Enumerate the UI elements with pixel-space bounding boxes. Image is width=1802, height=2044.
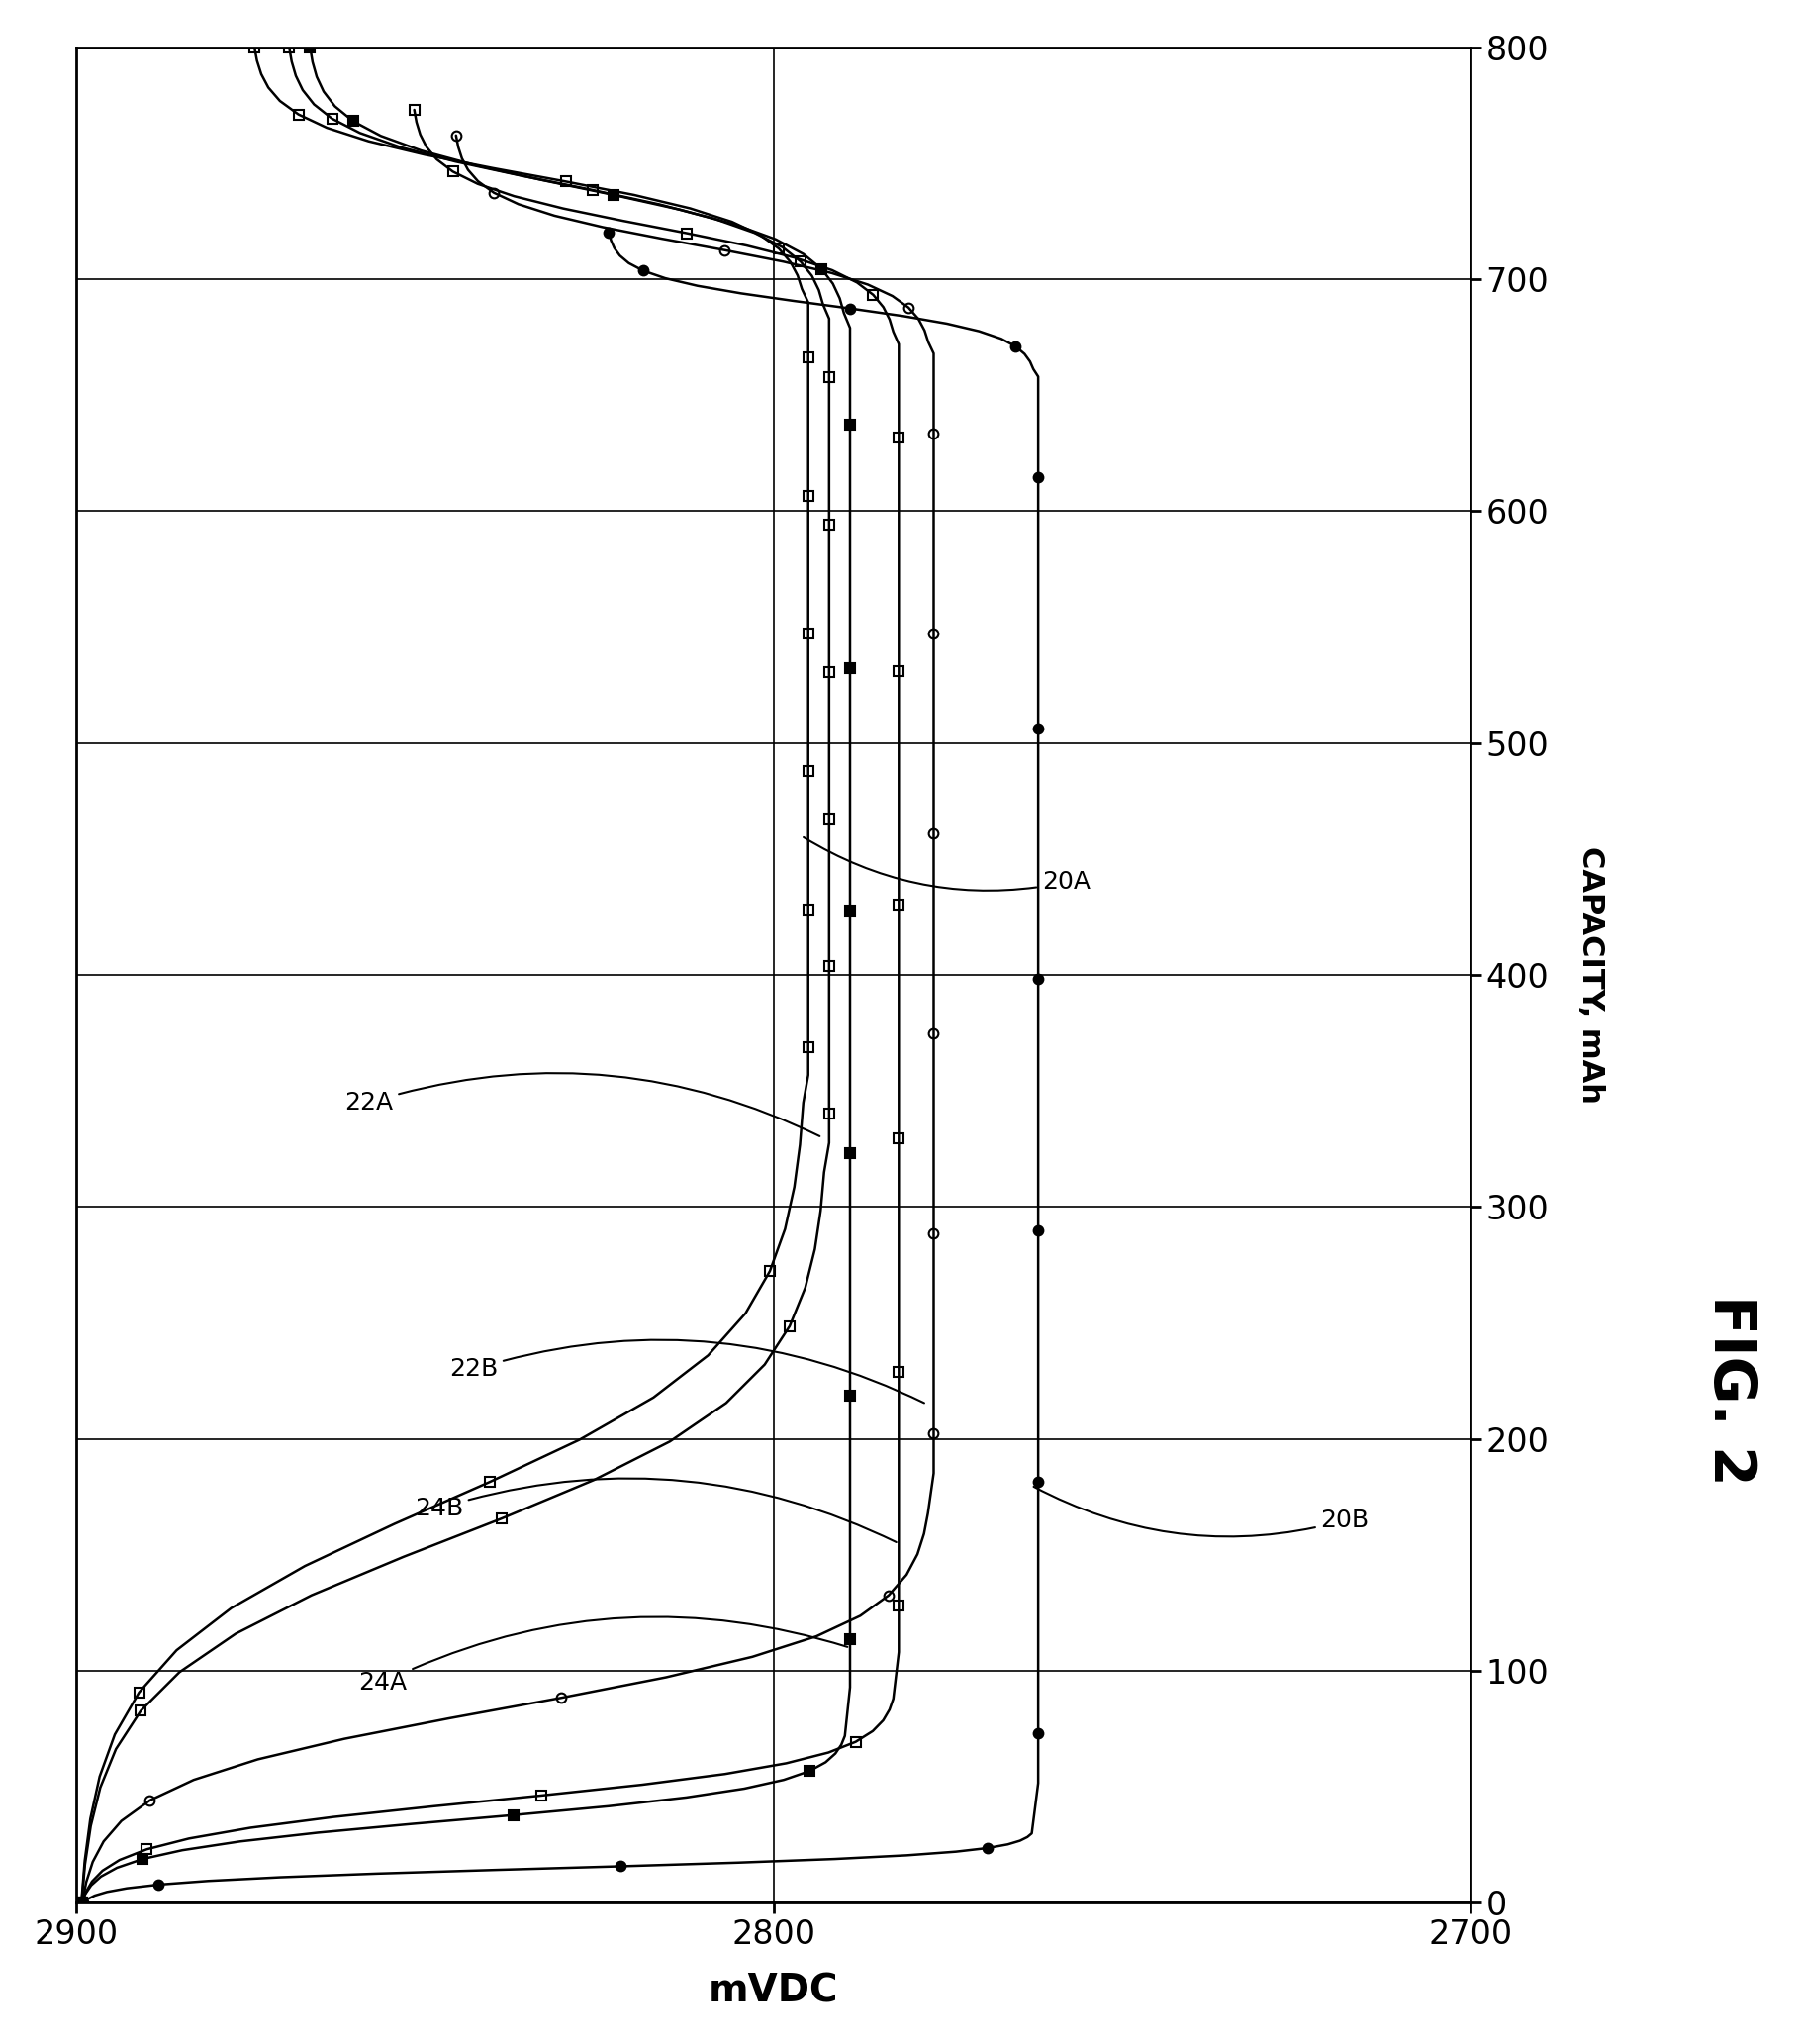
Text: FIG. 2: FIG. 2 [1701,1294,1759,1486]
Text: 20B: 20B [1034,1486,1370,1537]
Text: 22A: 22A [344,1073,820,1136]
X-axis label: mVDC: mVDC [708,1972,838,2009]
Text: 22B: 22B [449,1339,924,1402]
Y-axis label: CAPACITY, mAh: CAPACITY, mAh [1577,846,1606,1104]
Text: 24B: 24B [414,1478,896,1541]
Text: 20A: 20A [804,838,1090,893]
Text: 24A: 24A [359,1617,847,1694]
